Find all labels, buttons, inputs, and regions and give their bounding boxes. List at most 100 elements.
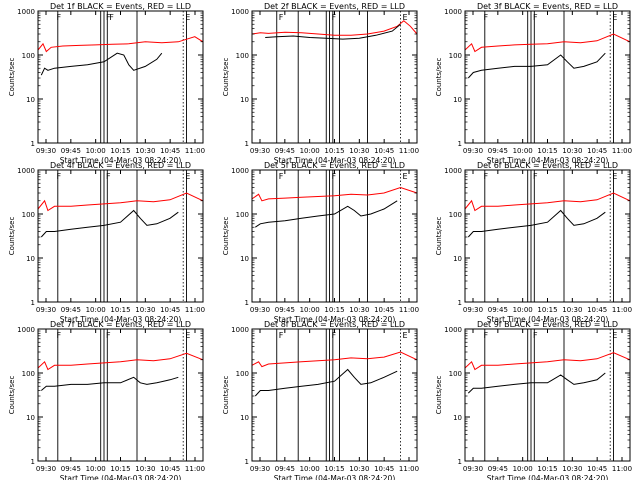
x-tick-label: 11:00: [612, 465, 632, 473]
panel-title: Det 6f BLACK = Events, RED = LLD: [477, 161, 618, 170]
x-tick-label: 09:45: [61, 306, 81, 314]
y-tick-label: 10: [26, 96, 35, 104]
x-tick-label: 10:15: [537, 465, 557, 473]
x-tick-label: 10:45: [374, 306, 394, 314]
marker-label: F: [106, 13, 111, 22]
series-line-black-events: [40, 209, 179, 238]
panel-6: F F E 1 10 100 1000 09:30 09:45 10:00 10:15 10:30 10…: [435, 161, 632, 324]
series-line-red-lld: [37, 352, 204, 371]
plot-frame: [464, 169, 631, 303]
x-tick-label: 09:30: [463, 465, 483, 473]
marker-label: F: [332, 13, 337, 22]
y-axis-label: Counts/sec: [435, 217, 443, 256]
marker-label: E: [185, 13, 190, 22]
x-tick-label: 09:30: [36, 147, 56, 155]
panel-title: Det 4f BLACK = Events, RED = LLD: [50, 161, 191, 170]
x-tick-label: 11:00: [185, 465, 205, 473]
x-axis-label: Start Time (04-Mar-03 08:24:20): [274, 156, 396, 165]
series-line-black-events: [255, 200, 398, 228]
y-tick-label: 1000: [231, 326, 249, 334]
x-tick-label: 10:45: [587, 306, 607, 314]
marker-label: F: [484, 331, 489, 340]
series-line-red-lld: [464, 352, 631, 371]
y-tick-label: 100: [236, 211, 249, 219]
panel-7: F F E 1 10 100 1000 09:30 09:45 10:00 10:15 10:30 10…: [8, 320, 205, 480]
x-tick-label: 10:00: [86, 465, 106, 473]
x-tick-label: 10:15: [324, 147, 344, 155]
y-tick-label: 100: [236, 52, 249, 60]
marker-label: E: [612, 331, 617, 340]
marker-label: F: [57, 331, 62, 340]
x-tick-label: 09:30: [250, 465, 270, 473]
y-tick-label: 10: [240, 96, 249, 104]
marker-label: F: [106, 331, 111, 340]
x-tick-label: 09:30: [250, 306, 270, 314]
x-tick-label: 10:45: [374, 147, 394, 155]
x-axis-label: Start Time (04-Mar-03 08:24:20): [274, 474, 396, 480]
y-axis-label: Counts/sec: [435, 376, 443, 415]
y-tick-label: 1: [458, 140, 462, 148]
y-tick-label: 1000: [444, 167, 462, 175]
x-tick-label: 10:00: [300, 306, 320, 314]
series-line-black-events: [467, 52, 606, 79]
x-tick-label: 10:45: [160, 147, 180, 155]
x-axis-label: Start Time (04-Mar-03 08:24:20): [274, 315, 396, 324]
marker-label: F: [57, 13, 62, 22]
y-tick-label: 100: [22, 211, 35, 219]
y-tick-label: 1000: [17, 326, 35, 334]
x-axis-label: Start Time (04-Mar-03 08:24:20): [60, 474, 182, 480]
y-axis-label: Counts/sec: [222, 376, 230, 415]
y-axis-label: Counts/sec: [8, 58, 16, 97]
y-tick-label: 100: [22, 370, 35, 378]
x-tick-label: 10:30: [349, 465, 369, 473]
x-tick-label: 09:45: [61, 147, 81, 155]
x-tick-label: 10:30: [135, 306, 155, 314]
marker-label: E: [403, 13, 408, 22]
panel-5: F F E 1 10 100 1000 09:30 09:45 10:00 10:15 10:30 10…: [222, 161, 419, 324]
series-line-black-events: [254, 368, 398, 397]
marker-label: F: [484, 13, 489, 22]
x-tick-label: 10:00: [300, 147, 320, 155]
panel-title: Det 3f BLACK = Events, RED = LLD: [477, 2, 618, 11]
x-tick-label: 10:30: [562, 306, 582, 314]
y-tick-label: 1000: [231, 167, 249, 175]
y-tick-label: 1: [31, 299, 35, 307]
marker-label: F: [279, 172, 284, 181]
series-line-red-lld: [37, 192, 204, 212]
marker-label: F: [533, 331, 538, 340]
x-tick-label: 09:30: [36, 465, 56, 473]
marker-label: F: [533, 13, 538, 22]
x-tick-label: 10:15: [324, 465, 344, 473]
x-tick-label: 09:45: [275, 147, 295, 155]
y-tick-label: 1: [31, 140, 35, 148]
y-tick-label: 1000: [17, 8, 35, 16]
x-tick-label: 10:00: [86, 147, 106, 155]
x-tick-label: 10:15: [537, 306, 557, 314]
series-line-red-lld: [464, 192, 631, 212]
y-axis-label: Counts/sec: [8, 217, 16, 256]
series-line-black-events: [265, 23, 401, 40]
x-tick-label: 09:45: [488, 465, 508, 473]
plot-frame: [464, 328, 631, 462]
x-tick-label: 10:45: [160, 465, 180, 473]
y-tick-label: 10: [240, 414, 249, 422]
x-tick-label: 10:45: [587, 147, 607, 155]
panel-title: Det 7f BLACK = Events, RED = LLD: [50, 320, 191, 329]
panel-2: F F E 1 10 100 1000 09:30 09:45 10:00 10:15 10:30 10…: [222, 2, 419, 165]
series-line-red-lld: [464, 33, 631, 53]
y-tick-label: 1000: [17, 167, 35, 175]
y-tick-label: 10: [453, 255, 462, 263]
panel-9: F F E 1 10 100 1000 09:30 09:45 10:00 10:15 10:30 10…: [435, 320, 632, 480]
x-tick-label: 11:00: [612, 147, 632, 155]
x-tick-label: 11:00: [612, 306, 632, 314]
x-tick-label: 10:45: [374, 465, 394, 473]
x-tick-label: 10:15: [110, 465, 130, 473]
marker-label: F: [106, 172, 111, 181]
y-tick-label: 1: [245, 299, 249, 307]
x-tick-label: 10:00: [86, 306, 106, 314]
series-line-black-events: [40, 52, 163, 76]
x-tick-label: 10:30: [349, 306, 369, 314]
x-tick-label: 10:00: [513, 147, 533, 155]
x-axis-label: Start Time (04-Mar-03 08:24:20): [487, 156, 609, 165]
